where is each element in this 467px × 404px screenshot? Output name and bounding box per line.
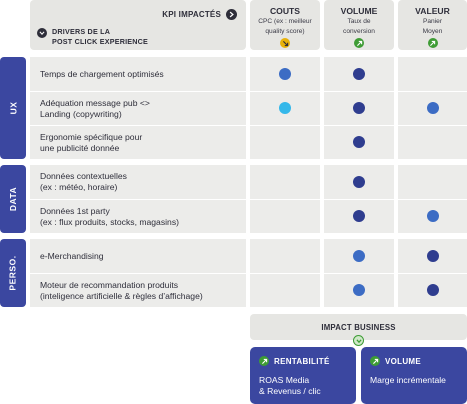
driver-row-label: Adéquation message pub <> Landing (copywr… — [30, 91, 246, 125]
impact-dot — [353, 210, 365, 222]
cell-couts — [250, 273, 320, 307]
drivers-header: KPI IMPACTÉS DRIVERS DE LA POST CLICK EX… — [30, 0, 246, 50]
chevron-down-icon — [37, 28, 47, 38]
drivers-label: DRIVERS DE LA POST CLICK EXPERIENCE — [52, 27, 149, 46]
impact-dot — [427, 250, 439, 262]
impact-dot — [353, 176, 365, 188]
impact-dot — [279, 68, 291, 80]
driver-row-label: Ergonomie spécifique pour une publicité d… — [30, 125, 246, 159]
column-header-valeur: VALEUR Panier Moyen — [398, 0, 467, 50]
cell-valeur — [398, 239, 467, 273]
impact-dot — [353, 68, 365, 80]
category-data: DATA — [0, 165, 26, 233]
driver-row-label: Données contextuelles (ex : météo, horair… — [30, 165, 246, 199]
arrow-right-icon — [226, 9, 237, 20]
cell-valeur — [398, 273, 467, 307]
driver-row-label: e-Merchandising — [30, 239, 246, 273]
impact-dot — [353, 102, 365, 114]
category-ux: UX — [0, 57, 26, 159]
cell-couts — [250, 165, 320, 199]
cell-valeur — [398, 165, 467, 199]
category-perso: PERSO. — [0, 239, 26, 307]
driver-row-label: Données 1st party (ex : flux produits, st… — [30, 199, 246, 233]
cell-couts — [250, 91, 320, 125]
impact-dot — [353, 250, 365, 262]
impact-dot — [427, 284, 439, 296]
growth-up-icon — [259, 356, 269, 366]
cell-couts — [250, 199, 320, 233]
cell-volume — [324, 125, 394, 159]
cell-volume — [324, 165, 394, 199]
cell-valeur — [398, 125, 467, 159]
cell-volume — [324, 57, 394, 91]
cell-volume — [324, 273, 394, 307]
cell-volume — [324, 239, 394, 273]
cell-valeur — [398, 91, 467, 125]
cell-couts — [250, 57, 320, 91]
growth-up-icon — [427, 38, 438, 48]
growth-up-icon — [370, 356, 380, 366]
impact-card-volume: VOLUME Marge incrémentale — [361, 347, 467, 404]
impact-dot — [427, 210, 439, 222]
chevron-down-icon — [353, 335, 364, 346]
impact-card-rentabilite: RENTABILITÉ ROAS Media & Revenus / clic — [250, 347, 356, 404]
driver-row-label: Moteur de recommandation produits (inteli… — [30, 273, 246, 307]
impact-dot — [279, 102, 291, 114]
card-description: ROAS Media & Revenus / clic — [259, 375, 321, 396]
card-title: RENTABILITÉ — [274, 356, 330, 366]
cost-down-icon — [280, 38, 290, 48]
card-description: Marge incrémentale — [370, 375, 446, 385]
impact-business-label: IMPACT BUSINESS — [321, 323, 396, 332]
cell-volume — [324, 199, 394, 233]
cell-volume — [324, 91, 394, 125]
impact-dot — [353, 284, 365, 296]
kpi-impactes-label: KPI IMPACTÉS — [162, 10, 221, 19]
growth-up-icon — [354, 38, 364, 48]
driver-row-label: Temps de chargement optimisés — [30, 57, 246, 91]
cell-valeur — [398, 57, 467, 91]
impact-dot — [353, 136, 365, 148]
column-header-volume: VOLUME Taux de conversion — [324, 0, 394, 50]
card-title: VOLUME — [385, 356, 422, 366]
cell-couts — [250, 239, 320, 273]
cell-couts — [250, 125, 320, 159]
impact-dot — [427, 102, 439, 114]
cell-valeur — [398, 199, 467, 233]
column-header-couts: COUTS CPC (ex : meilleur quality score) — [250, 0, 320, 50]
